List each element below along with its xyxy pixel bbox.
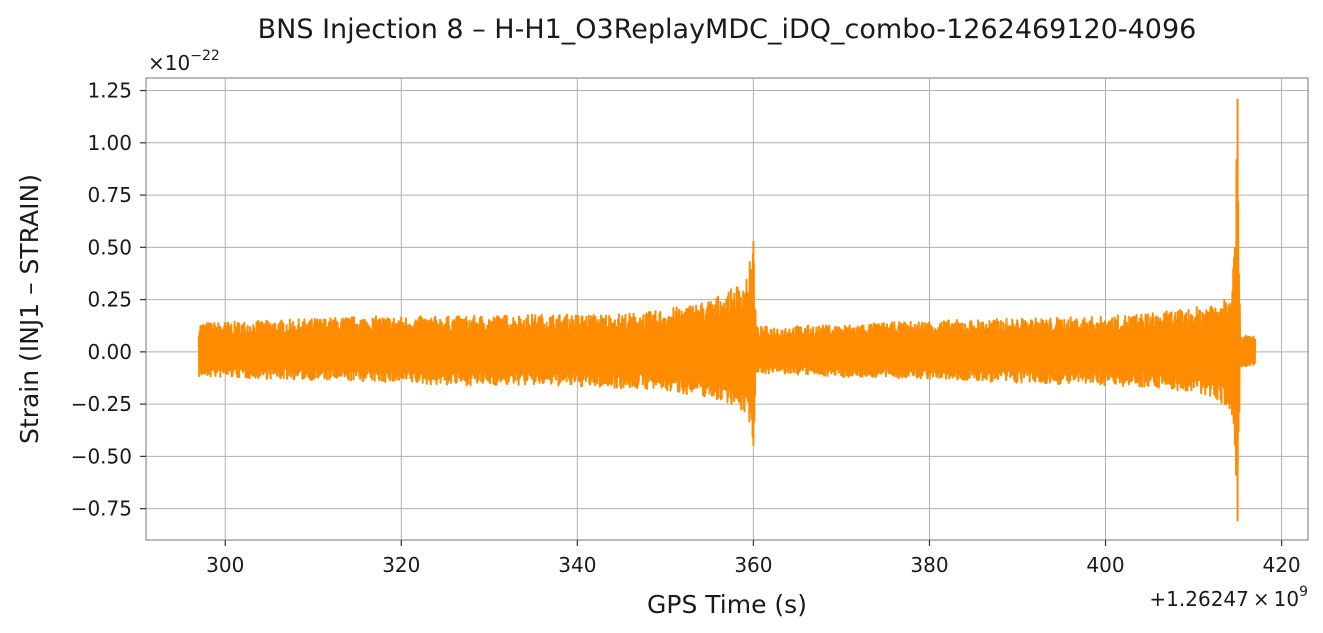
x-offset-exponent: 9 xyxy=(1299,584,1308,600)
x-tick-label: 360 xyxy=(734,553,772,577)
y-tick-label: −0.50 xyxy=(71,444,132,468)
y-scale-label: ×10−22 xyxy=(148,48,220,75)
strain-series xyxy=(197,98,1257,522)
y-tick-label: 0.00 xyxy=(87,340,132,364)
y-axis-label: Strain (INJ1 – STRAIN) xyxy=(15,174,44,444)
x-tick-label: 300 xyxy=(206,553,244,577)
x-offset-prefix: +1.26247 × 10 xyxy=(1149,587,1299,611)
x-tick-label: 320 xyxy=(382,553,420,577)
y-scale-exponent: −22 xyxy=(190,48,220,64)
y-tick-label: 0.50 xyxy=(87,235,132,259)
x-tick-label: 340 xyxy=(558,553,596,577)
y-scale-prefix: ×10 xyxy=(148,51,190,75)
y-tick-label: 0.25 xyxy=(87,288,132,312)
y-tick-label: −0.25 xyxy=(71,392,132,416)
y-tick-label: 0.75 xyxy=(87,183,132,207)
x-offset-label: +1.26247 × 109 xyxy=(1149,584,1308,611)
x-axis-label: GPS Time (s) xyxy=(647,590,807,619)
plot-frame xyxy=(145,77,1309,541)
x-axis: 300 320 340 360 380 400 420 xyxy=(206,540,1301,577)
y-tick-label: −0.75 xyxy=(71,497,132,521)
x-tick-label: 380 xyxy=(910,553,948,577)
x-tick-label: 400 xyxy=(1086,553,1124,577)
x-tick-label: 420 xyxy=(1262,553,1300,577)
y-tick-label: 1.00 xyxy=(87,131,132,155)
chart-title: BNS Injection 8 – H-H1_O3ReplayMDC_iDQ_c… xyxy=(258,14,1197,45)
y-axis: −0.75 −0.50 −0.25 0.00 0.25 0.50 0.75 1.00 1.25 xyxy=(71,79,146,521)
y-tick-label: 1.25 xyxy=(87,79,132,103)
strain-line xyxy=(197,98,1257,522)
